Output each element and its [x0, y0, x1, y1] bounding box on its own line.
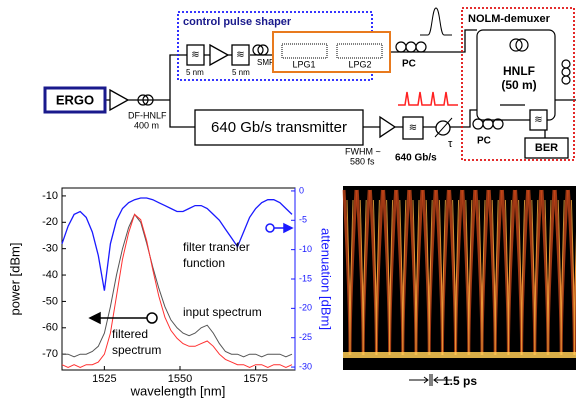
filter-width: 5 nm: [186, 68, 204, 77]
pulse-train: [398, 92, 458, 105]
fiber-length: 400 m: [134, 120, 159, 130]
hnlf-length: (50 m): [501, 78, 536, 92]
hnlf-label: HNLF: [503, 64, 535, 78]
eye-baseline: [343, 352, 576, 358]
grating-label: LPG2: [348, 59, 371, 69]
shaper-title: control pulse shaper: [183, 16, 292, 28]
y2-tick-label: -30: [299, 361, 312, 371]
series-line: [62, 214, 292, 367]
y2-tick-label: -25: [299, 332, 312, 342]
y2-axis-label: attenuation [dBm]: [319, 228, 334, 330]
y-tick-label: -40: [42, 269, 58, 281]
filter-icon: ≋: [534, 115, 542, 126]
figure: ERGO DF-HNLF 400 m control pulse shaper …: [0, 0, 576, 401]
y-axis-label: power [dBm]: [7, 243, 22, 316]
coil: [510, 39, 528, 51]
pulse-width: FWHM ~: [345, 146, 381, 156]
amplifier: [110, 90, 128, 110]
amplifier: [210, 45, 228, 65]
marker-arrow: [274, 224, 292, 232]
y2-tick-label: 0: [299, 185, 304, 195]
filter-width: 5 nm: [232, 68, 250, 77]
marker-circle: [266, 224, 274, 232]
coil: [253, 45, 268, 55]
y2-tick-label: -5: [299, 215, 307, 225]
pulse-shape: [420, 8, 452, 35]
pc-coils: [396, 42, 426, 52]
x-tick-label: 1525: [92, 373, 116, 385]
eye-diagram: 1.5 ps: [343, 186, 576, 388]
y-tick-label: -60: [42, 322, 58, 334]
setup-diagram: ERGO DF-HNLF 400 m control pulse shaper …: [45, 8, 576, 166]
x-axis-label: wavelength [nm]: [130, 383, 226, 398]
pc-label: PC: [477, 136, 491, 147]
x-tick-label: 1575: [243, 373, 267, 385]
pc-coils: [562, 60, 570, 84]
fiber-label: DF-HNLF: [128, 110, 167, 120]
y-tick-label: -30: [42, 243, 58, 255]
x-tick-label: 1550: [168, 373, 192, 385]
ber-label: BER: [535, 142, 558, 154]
filter-icon: ≋: [191, 50, 199, 61]
filter-icon: ≋: [236, 50, 244, 61]
pulse-width-value: 580 fs: [350, 156, 375, 166]
series-line: [62, 214, 292, 356]
y2-tick-label: -15: [299, 273, 312, 283]
y-tick-label: -20: [42, 216, 58, 228]
delay-label: τ: [448, 138, 453, 150]
amplifier: [380, 117, 395, 137]
pc-label: PC: [402, 59, 416, 70]
rate-label: 640 Gb/s: [395, 153, 437, 164]
series-line: [62, 198, 292, 291]
smf-label: SMF: [257, 58, 274, 67]
spectrum-chart: power [dBm] attenuation [dBm] wavelength…: [7, 185, 333, 398]
lpg-box: [273, 32, 390, 72]
y-tick-label: -10: [42, 190, 58, 202]
y2-tick-label: -20: [299, 303, 312, 313]
marker-circle: [147, 313, 157, 323]
grating-label: LPG1: [292, 59, 315, 69]
transmitter-label: 640 Gb/s transmitter: [211, 119, 347, 136]
series-annotation: input spectrum: [183, 305, 262, 319]
y-tick-label: -50: [42, 295, 58, 307]
marker-arrow: [90, 313, 147, 323]
plot-frame: [62, 188, 295, 370]
y-tick-label: -70: [42, 348, 58, 360]
scale-label: 1.5 ps: [443, 374, 477, 388]
demux-title: NOLM-demuxer: [468, 13, 551, 25]
y2-tick-label: -10: [299, 244, 312, 254]
filter-icon: ≋: [409, 123, 417, 134]
ergo-label: ERGO: [56, 92, 94, 107]
